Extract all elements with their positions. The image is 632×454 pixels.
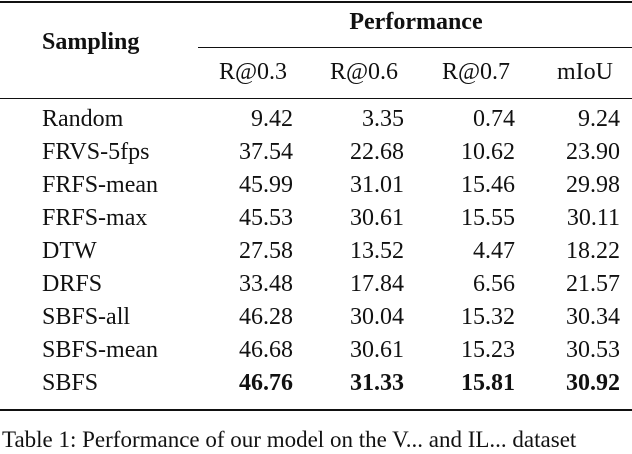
cell: 21.57 (566, 271, 620, 297)
cell: 3.35 (362, 106, 404, 132)
cell: 17.84 (350, 271, 404, 297)
cell: 46.68 (239, 337, 293, 363)
caption: Table 1: Performance of our model on the… (2, 427, 577, 452)
cell: 9.24 (578, 106, 620, 132)
cell: 15.32 (461, 304, 515, 330)
cell: 31.33 (350, 370, 404, 396)
cell: 46.28 (239, 304, 293, 330)
cell: 37.54 (239, 139, 293, 165)
row-label: SBFS-mean (42, 337, 159, 363)
top-rule (0, 1, 632, 3)
cell: 0.74 (473, 106, 515, 132)
cell: 33.48 (239, 271, 293, 297)
cell: 6.56 (473, 271, 515, 297)
cell: 10.62 (461, 139, 515, 165)
cell: 18.22 (566, 238, 620, 264)
cell: 30.61 (350, 337, 404, 363)
row-label: FRVS-5fps (42, 139, 150, 165)
group-rule (198, 47, 632, 48)
cell: 27.58 (239, 238, 293, 264)
row-label: DTW (42, 238, 97, 264)
cell: 30.92 (566, 370, 620, 396)
row-label: DRFS (42, 271, 103, 297)
row-label: SBFS (42, 370, 99, 396)
cell: 30.34 (566, 304, 620, 330)
cell: 45.53 (239, 205, 293, 231)
cell: 15.46 (461, 172, 515, 198)
column-header: mIoU (557, 59, 613, 85)
row-header: Sampling (42, 29, 140, 55)
row-label: SBFS-all (42, 304, 131, 330)
column-header: R@0.3 (218, 59, 288, 85)
header-rule (0, 98, 632, 99)
cell: 22.68 (350, 139, 404, 165)
cell: 13.52 (350, 238, 404, 264)
cell: 45.99 (239, 172, 293, 198)
cell: 4.47 (473, 238, 515, 264)
row-label: FRFS-max (42, 205, 148, 231)
row-label: FRFS-mean (42, 172, 159, 198)
cell: 15.81 (461, 370, 515, 396)
cell: 29.98 (566, 172, 620, 198)
cell: 23.90 (566, 139, 620, 165)
row-label: Random (42, 106, 124, 132)
cell: 9.42 (251, 106, 293, 132)
bottom-rule (0, 409, 632, 411)
cell: 15.23 (461, 337, 515, 363)
cell: 46.76 (239, 370, 293, 396)
cell: 30.61 (350, 205, 404, 231)
cell: 15.55 (461, 205, 515, 231)
group-header: Performance (349, 9, 483, 35)
column-header: R@0.7 (441, 59, 511, 85)
cell: 30.11 (566, 205, 620, 231)
cell: 30.04 (350, 304, 404, 330)
cell: 31.01 (350, 172, 404, 198)
column-header: R@0.6 (329, 59, 399, 85)
cell: 30.53 (566, 337, 620, 363)
